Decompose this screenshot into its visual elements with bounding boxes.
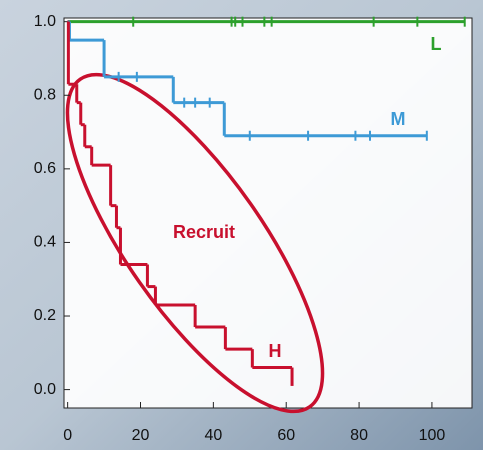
x-tick-label: 100 [419, 427, 446, 444]
x-tick-label: 20 [132, 427, 150, 444]
annotation: Recruit [173, 222, 235, 242]
y-tick-label: 0.0 [34, 381, 56, 398]
highlight-ellipse [65, 72, 325, 414]
x-tick-label: 80 [350, 427, 368, 444]
series-label: L [431, 34, 442, 54]
x-tick-label: 0 [63, 427, 72, 444]
y-tick-label: 0.8 [34, 86, 56, 103]
series-label: M [391, 109, 406, 129]
y-tick-label: 0.2 [34, 307, 56, 324]
plot-area [63, 17, 473, 409]
x-tick-label: 60 [277, 427, 295, 444]
y-tick-label: 0.4 [34, 234, 56, 251]
y-tick-label: 0.6 [34, 160, 56, 177]
series-label: H [269, 341, 282, 361]
y-tick-label: 1.0 [34, 13, 56, 30]
x-tick-label: 40 [204, 427, 222, 444]
